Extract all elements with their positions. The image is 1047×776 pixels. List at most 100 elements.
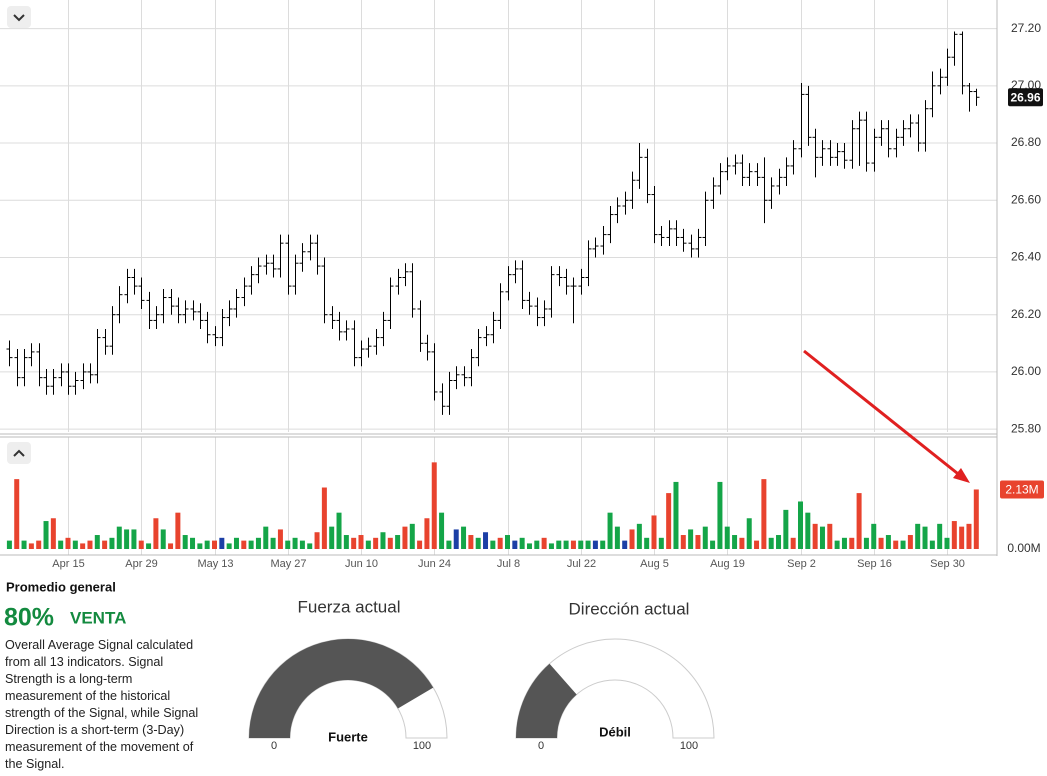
volume-bar <box>483 532 489 549</box>
y-tick-label: 27.20 <box>1011 21 1041 35</box>
y-tick-label: 26.20 <box>1011 307 1041 321</box>
gauge-fill <box>516 663 577 738</box>
volume-bar <box>739 537 745 549</box>
volume-bar <box>351 537 357 549</box>
x-tick-label: Jul 22 <box>567 558 596 570</box>
volume-bar <box>365 540 371 549</box>
volume-bar <box>14 479 20 549</box>
volume-bar <box>885 535 891 549</box>
volume-bar <box>299 540 305 549</box>
volume-bar <box>28 543 34 549</box>
volume-bar <box>6 540 12 549</box>
volume-bar <box>307 543 313 549</box>
volume-bar <box>929 540 935 549</box>
volume-bar <box>94 535 100 549</box>
volume-bar <box>966 523 972 549</box>
x-tick-label: May 13 <box>197 558 233 570</box>
volume-bar <box>651 515 657 549</box>
volume-bar <box>146 543 152 549</box>
volume-bar <box>212 540 217 549</box>
volume-bar <box>622 540 628 549</box>
x-tick-label: Sep 16 <box>857 558 892 570</box>
volume-bar <box>798 501 803 549</box>
volume-bar <box>871 523 877 549</box>
volume-bar <box>226 543 232 549</box>
volume-bar <box>878 537 884 549</box>
volume-bar <box>321 487 327 549</box>
volume-bar <box>644 537 650 549</box>
volume-bar <box>270 537 276 549</box>
x-tick-label: Sep 30 <box>930 558 965 570</box>
volume-bar <box>175 512 181 549</box>
summary-title: Promedio general <box>6 579 116 594</box>
collapse-button[interactable] <box>7 442 31 464</box>
volume-bar <box>761 479 767 549</box>
gauge-title: Fuerza actual <box>298 597 401 616</box>
volume-bar <box>314 532 320 549</box>
volume-bar <box>951 521 957 549</box>
volume-bar <box>431 462 437 549</box>
volume-bar <box>285 540 291 549</box>
volume-bar <box>592 540 598 549</box>
volume-bar <box>219 537 225 549</box>
gauge-track <box>515 638 715 739</box>
volume-bar <box>395 535 401 549</box>
collapse-button[interactable] <box>7 6 31 28</box>
volume-bar <box>607 512 613 549</box>
volume-bar <box>168 543 174 549</box>
volume-bar <box>72 540 78 549</box>
x-tick-label: Aug 19 <box>710 558 745 570</box>
volume-bar <box>783 509 789 549</box>
volume-bar <box>65 537 71 549</box>
volume-bar <box>556 540 562 549</box>
volume-bar <box>863 537 869 549</box>
x-tick-label: Aug 5 <box>640 558 669 570</box>
volume-bar <box>746 518 752 549</box>
volume-bar <box>541 537 547 549</box>
last-price-flag <box>1008 88 1043 107</box>
volume-bar <box>439 512 445 549</box>
volume-bar <box>446 540 452 549</box>
volume-bar <box>497 537 503 549</box>
volume-bar <box>636 523 642 549</box>
volume-bar <box>688 529 694 549</box>
volume-bar <box>124 529 130 549</box>
x-tick-label: Apr 15 <box>52 558 84 570</box>
volume-bar <box>248 540 254 549</box>
volume-bar <box>153 518 159 549</box>
volume-bar <box>138 540 144 549</box>
volume-bar <box>50 518 56 549</box>
volume-bar <box>292 537 298 549</box>
x-tick-label: Sep 2 <box>787 558 816 570</box>
last-volume-flag <box>1000 480 1044 499</box>
gauge-reading: Fuerte <box>328 729 368 744</box>
y-tick-label: 26.60 <box>1011 192 1041 206</box>
volume-bar <box>614 526 620 549</box>
volume-bar <box>819 526 825 549</box>
volume-bar <box>505 535 510 549</box>
volume-bar <box>380 532 386 549</box>
volume-bar <box>658 537 664 549</box>
volume-bar <box>776 535 782 549</box>
volume-bar <box>973 489 979 549</box>
volume-bar <box>827 523 833 549</box>
y-tick-label: 26.80 <box>1011 135 1041 149</box>
volume-bar <box>490 540 496 549</box>
summary-description: Overall Average Signal calculated from a… <box>5 638 199 771</box>
volume-bar <box>790 537 796 549</box>
volume-bar <box>329 526 335 549</box>
last-price-label: 26.96 <box>1010 90 1040 104</box>
volume-bar <box>629 529 635 549</box>
gauge-max: 100 <box>680 740 698 752</box>
volume-bar <box>102 540 108 549</box>
volume-bar <box>373 537 379 549</box>
volume-bar <box>116 526 122 549</box>
volume-bar <box>263 526 269 549</box>
volume-bar <box>475 537 481 549</box>
volume-bar <box>131 529 137 549</box>
volume-bar <box>87 540 93 549</box>
volume-bar <box>702 526 708 549</box>
volume-bar <box>160 529 166 549</box>
gauge-title: Dirección actual <box>569 599 690 618</box>
